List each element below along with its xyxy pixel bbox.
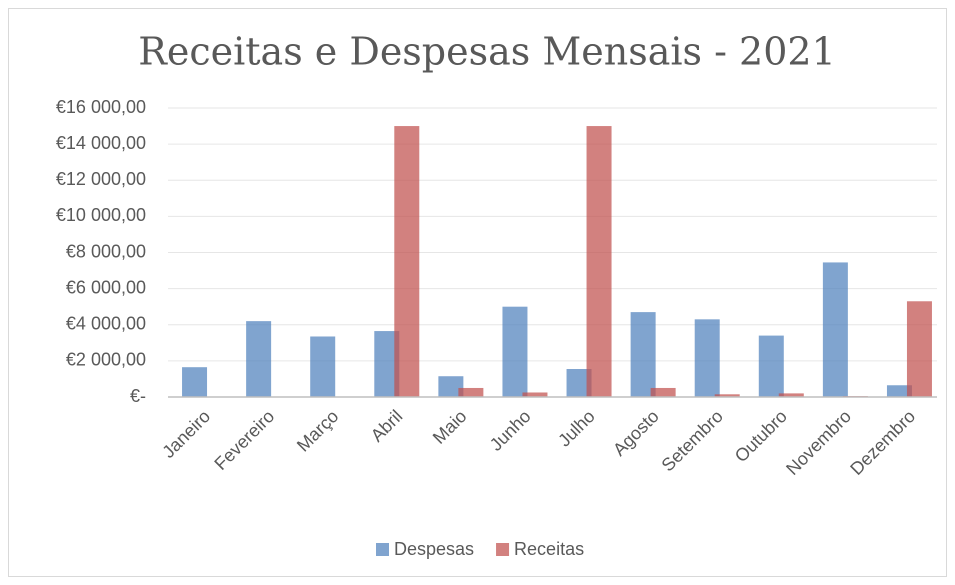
y-tick-label: €16 000,00	[56, 97, 146, 117]
y-tick-label: €6 000,00	[66, 277, 146, 297]
bar	[758, 335, 784, 397]
legend-label: Despesas	[394, 539, 474, 559]
bar	[822, 262, 848, 397]
bar	[458, 387, 484, 397]
y-tick-label: €14 000,00	[56, 133, 146, 153]
bar	[502, 306, 528, 397]
bar	[586, 126, 612, 397]
legend-swatch	[496, 543, 510, 556]
bar	[310, 336, 336, 397]
y-tick-label: €8 000,00	[66, 241, 146, 261]
bar	[694, 319, 720, 397]
y-tick-label: €4 000,00	[66, 314, 146, 334]
bar	[394, 126, 420, 397]
y-tick-label: €2 000,00	[66, 350, 146, 370]
bar	[714, 394, 740, 397]
bar	[438, 376, 464, 397]
chart-frame	[8, 8, 947, 577]
y-tick-label: €10 000,00	[56, 205, 146, 225]
legend-label: Receitas	[514, 539, 584, 559]
bar	[246, 321, 272, 397]
y-tick-label: €-	[130, 386, 146, 406]
bar	[778, 393, 804, 397]
bar	[886, 385, 912, 397]
bar	[630, 312, 656, 397]
chart-title: Receitas e Despesas Mensais - 2021	[138, 30, 836, 74]
bar	[906, 301, 932, 397]
legend-swatch	[376, 543, 389, 556]
bar	[522, 392, 548, 397]
bar	[650, 387, 676, 397]
y-tick-label: €12 000,00	[56, 169, 146, 189]
bar	[182, 367, 208, 397]
